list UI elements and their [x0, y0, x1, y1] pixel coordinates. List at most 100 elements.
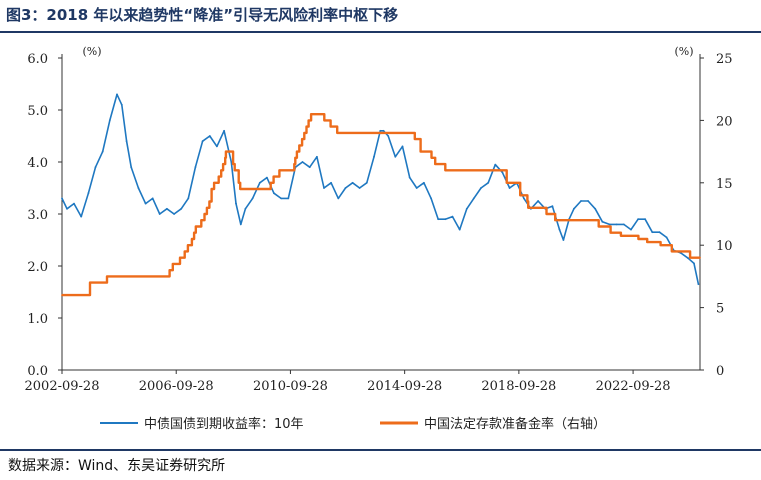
rrr-data-point — [329, 125, 332, 128]
x-axis-ticks: 2002-09-28 2006-09-28 2010-09-28 2014-09-28… — [25, 370, 671, 394]
yield-data-point — [415, 187, 418, 189]
rrr-data-point — [303, 132, 306, 134]
yield-data-point — [108, 119, 111, 122]
footer-divider — [0, 449, 761, 451]
yield-data-point — [116, 93, 118, 96]
legend-label-yield: 中债国债到期收益率：10年 — [144, 416, 304, 432]
yield-data-point — [637, 218, 639, 221]
yield-data-point — [365, 181, 368, 184]
rrr-data-point — [61, 294, 63, 296]
rrr-data-point — [278, 169, 281, 172]
y-left-tick-label: 1.0 — [27, 312, 48, 327]
rrr-data-point — [554, 219, 557, 222]
yield-data-point — [180, 207, 183, 210]
y-left-tick-label: 4.0 — [27, 156, 48, 171]
yield-data-point — [630, 228, 632, 231]
rrr-data-point — [183, 250, 186, 253]
yield-data-point — [487, 181, 490, 184]
yield-data-point — [323, 187, 325, 189]
yield-data-point — [287, 197, 290, 200]
yield-data-point — [158, 213, 161, 215]
rrr-data-point — [434, 163, 437, 166]
y-right-tick-label: 0 — [716, 364, 724, 379]
rrr-data-point — [89, 281, 91, 284]
yield-data-point — [125, 140, 128, 143]
yield-data-point — [223, 129, 226, 132]
yield-data-point — [151, 197, 154, 200]
rrr-data-point — [179, 256, 181, 259]
rrr-data-point — [208, 200, 211, 203]
rrr-data-point — [646, 241, 649, 244]
yield-data-point — [80, 215, 83, 218]
yield-data-point — [351, 181, 354, 184]
rrr-data-point — [194, 225, 197, 228]
rrr-data-point — [296, 150, 298, 153]
y-right-tick-label: 5 — [716, 302, 724, 317]
yield-data-point — [358, 187, 361, 189]
rrr-series-line — [62, 113, 700, 297]
yield-data-point — [251, 197, 254, 200]
yield-data-point — [387, 135, 390, 137]
yield-data-point — [144, 202, 147, 205]
rrr-data-point — [597, 225, 600, 228]
yield-data-point — [216, 145, 218, 148]
plot-region: 2002-09-28 2006-09-28 2010-09-28 2014-09-28… — [25, 45, 733, 394]
yield-data-point — [580, 200, 582, 202]
yield-data-point — [658, 231, 661, 234]
yield-data-point — [337, 197, 340, 200]
yield-data-point — [558, 228, 561, 231]
yield-data-point — [644, 218, 646, 221]
rrr-data-point — [232, 163, 235, 166]
yield-data-point — [280, 197, 282, 200]
rrr-data-point — [293, 163, 296, 166]
yield-data-point — [166, 207, 168, 210]
yield-data-point — [615, 223, 618, 226]
yield-data-point — [480, 187, 482, 189]
legend[interactable]: 中债国债到期收益率：10年 中国法定存款准备金率（右轴） — [100, 416, 606, 432]
y-left-tick-label: 5.0 — [27, 104, 48, 119]
yield-data-point — [301, 161, 304, 163]
x-tick-label: 2022-09-28 — [596, 379, 671, 394]
yield-data-point — [458, 228, 461, 231]
y-right-tick-label: 20 — [716, 114, 733, 129]
yield-data-point — [423, 181, 425, 184]
x-tick-label: 2002-09-28 — [25, 379, 100, 394]
yield-data-point — [537, 200, 539, 202]
rrr-data-point — [171, 263, 174, 265]
rrr-data-point — [689, 256, 691, 259]
yield-data-point — [594, 207, 597, 210]
yield-data-point — [465, 207, 468, 210]
yield-data-point — [437, 218, 440, 221]
rrr-data-point — [213, 181, 216, 184]
yield-data-point — [451, 215, 454, 218]
y-left-tick-label: 6.0 — [27, 52, 48, 67]
title-divider — [0, 31, 761, 33]
yield-data-point — [651, 231, 654, 234]
yield-data-point — [379, 129, 382, 132]
rrr-data-point — [310, 113, 312, 116]
yield-data-point — [382, 129, 385, 132]
rrr-data-point — [609, 231, 612, 234]
yield-data-point — [120, 103, 123, 106]
yield-data-point — [501, 171, 504, 174]
rrr-data-point — [430, 156, 433, 159]
rrr-data-point — [659, 244, 662, 247]
rrr-data-point — [301, 138, 303, 141]
rrr-data-point — [220, 169, 223, 172]
yield-data-point — [394, 155, 397, 158]
x-tick-label: 2018-09-28 — [481, 379, 556, 394]
yield-data-point — [137, 187, 140, 189]
chart-area: 2002-09-28 2006-09-28 2010-09-28 2014-09-28… — [25, 45, 733, 432]
rrr-data-point — [168, 269, 171, 272]
yield-data-point — [258, 181, 261, 184]
yield-data-point — [87, 192, 90, 195]
yield-data-point — [444, 218, 447, 221]
yield-data-point — [208, 135, 211, 137]
yield-data-point — [601, 220, 604, 223]
rrr-data-point — [237, 181, 240, 184]
yield-data-point — [472, 197, 475, 200]
yield-data-point — [344, 187, 347, 189]
rrr-data-point — [224, 156, 227, 159]
yield-data-point — [665, 236, 668, 239]
yield-data-point — [308, 166, 311, 169]
